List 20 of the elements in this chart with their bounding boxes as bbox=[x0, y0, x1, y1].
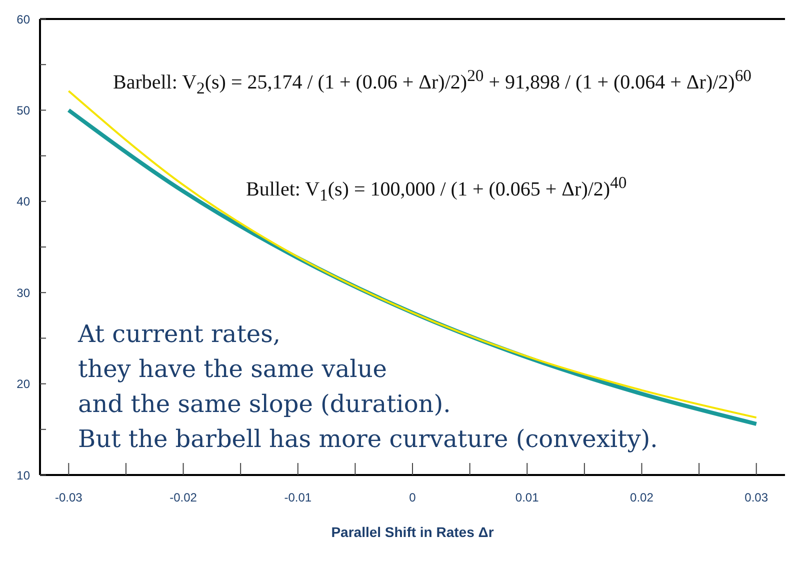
y-tick-label: 20 bbox=[16, 377, 30, 392]
annotation: Bullet: V$_{1}$(s) = 100,000 / (1 + (0.065 + Δr)/2)$^{40}$ bbox=[246, 173, 627, 206]
x-tick-label: -0.03 bbox=[54, 490, 83, 505]
x-tick-label: 0.02 bbox=[630, 490, 654, 505]
x-tick-label: 0 bbox=[409, 490, 416, 505]
x-tick-label: 0.01 bbox=[515, 490, 540, 505]
y-tick-label: 40 bbox=[16, 194, 30, 209]
annotation: But the barbell has more curvature (convexity). bbox=[78, 425, 658, 453]
annotation: At current rates, bbox=[78, 320, 281, 348]
x-axis-title: Parallel Shift in Rates Δr bbox=[331, 524, 494, 540]
x-tick-label: -0.02 bbox=[170, 490, 198, 505]
y-tick-label: 50 bbox=[16, 103, 30, 118]
x-tick-label: -0.01 bbox=[284, 490, 312, 505]
x-tick-label: 0.03 bbox=[744, 490, 768, 505]
annotation: they have the same value bbox=[78, 355, 387, 383]
y-tick-label: 60 bbox=[16, 12, 30, 26]
annotation: and the same slope (duration). bbox=[78, 390, 451, 418]
y-tick-label: 30 bbox=[16, 286, 30, 300]
annotation: Barbell: V$_{2}$(s) = 25,174 / (1 + (0.06 + Δr)/2)$^{20}$ + 91,898 / (1 + (0.064 + Δr)/2)$^{60}$ bbox=[113, 66, 752, 99]
y-tick-label: 10 bbox=[16, 468, 30, 482]
